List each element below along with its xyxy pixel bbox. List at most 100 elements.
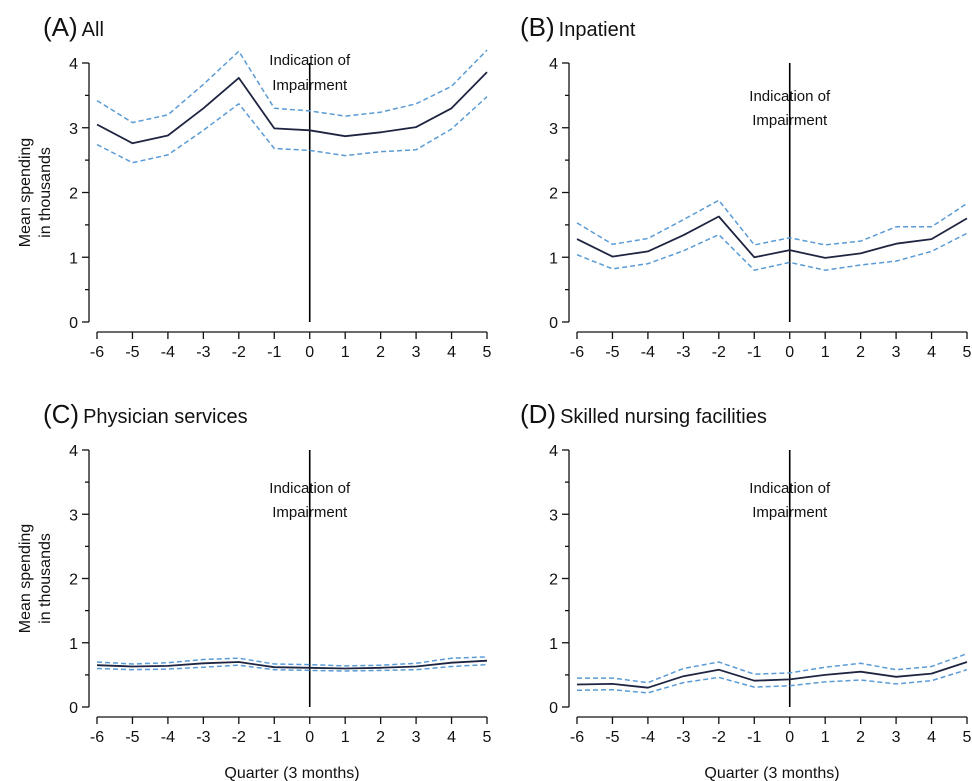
x-tick-label: 4 <box>447 344 456 361</box>
x-tick-label: 3 <box>892 344 901 361</box>
x-tick-label: 2 <box>856 729 865 746</box>
x-tick-label: -4 <box>161 729 175 746</box>
y-tick-label: 1 <box>549 250 558 267</box>
x-tick-label: 4 <box>927 729 936 746</box>
x-tick-label: -5 <box>605 344 619 361</box>
x-tick-label: -6 <box>90 344 104 361</box>
x-tick-label: -1 <box>267 729 281 746</box>
x-tick-label: 5 <box>483 729 492 746</box>
panel-letter: (C) <box>43 399 79 429</box>
y-axis-title: Mean spending in thousands <box>17 524 54 633</box>
x-tick-label: -2 <box>712 344 726 361</box>
y-tick-label: 2 <box>69 572 78 589</box>
x-tick-label: 1 <box>821 729 830 746</box>
y-tick-label: 4 <box>549 56 558 73</box>
panel-title: (A) All <box>43 12 104 42</box>
chart-panel: (D) Skilled nursing facilities 0 1 2 3 4 -6 -5 -4… <box>520 399 972 781</box>
x-tick-label: -6 <box>570 344 584 361</box>
series-lower-line <box>576 232 968 271</box>
y-tick-label: 2 <box>549 572 558 589</box>
x-tick-label: 0 <box>785 344 794 361</box>
panel-name: Inpatient <box>559 19 636 41</box>
x-tick-label: -4 <box>641 729 655 746</box>
x-tick-label: -4 <box>161 344 175 361</box>
series-lower-line <box>96 96 488 164</box>
y-tick-label: 2 <box>549 186 558 203</box>
x-tick-label: 0 <box>305 729 314 746</box>
y-tick-label: 0 <box>69 700 78 717</box>
x-tick-label: 3 <box>892 729 901 746</box>
annotation-line1: Indication of <box>749 480 831 497</box>
x-tick-label: 1 <box>341 729 350 746</box>
y-axis-title: Mean spending in thousands <box>17 138 54 247</box>
x-tick-label: -5 <box>125 729 139 746</box>
series-lower-line <box>96 663 488 672</box>
annotation-line1: Indication of <box>749 88 831 105</box>
series-upper-line <box>96 656 488 667</box>
x-tick-label: -5 <box>125 344 139 361</box>
chart-panel: (C) Physician services 0 1 2 3 4 -6 -5 -4 -3 -2 -1 0 1… <box>17 399 492 781</box>
x-tick-label: 5 <box>963 344 972 361</box>
x-tick-label: -3 <box>196 344 210 361</box>
y-tick-label: 1 <box>549 636 558 653</box>
x-tick-label: -3 <box>676 729 690 746</box>
x-tick-label: -2 <box>232 729 246 746</box>
x-tick-label: -1 <box>747 344 761 361</box>
y-axis-title-line1: Mean spending <box>17 524 34 633</box>
series-mean-line <box>576 215 968 259</box>
series-upper-line <box>577 652 968 684</box>
x-tick-label: 2 <box>376 344 385 361</box>
y-tick-label: 4 <box>69 56 78 73</box>
x-tick-label: 0 <box>305 344 314 361</box>
y-tick-label: 3 <box>69 507 78 524</box>
x-tick-label: 3 <box>412 729 421 746</box>
x-tick-label: -3 <box>196 729 210 746</box>
x-tick-label: -1 <box>747 729 761 746</box>
x-tick-label: -3 <box>676 344 690 361</box>
annotation-line1: Indication of <box>269 52 351 69</box>
y-axis-title-line2: in thousands <box>37 147 54 238</box>
y-tick-label: 4 <box>69 443 78 460</box>
panel-letter: (A) <box>43 12 78 42</box>
annotation-line2: Impairment <box>272 77 348 94</box>
panel-name: Physician services <box>83 406 248 428</box>
series-mean-line <box>576 661 968 689</box>
y-tick-label: 3 <box>69 121 78 138</box>
y-tick-label: 1 <box>69 636 78 653</box>
x-tick-label: -6 <box>570 729 584 746</box>
y-tick-label: 1 <box>69 250 78 267</box>
x-tick-label: 1 <box>821 344 830 361</box>
y-tick-label: 4 <box>549 443 558 460</box>
x-axis-title: Quarter (3 months) <box>704 765 839 781</box>
x-tick-label: 2 <box>856 344 865 361</box>
x-tick-label: -5 <box>605 729 619 746</box>
x-tick-label: -2 <box>232 344 246 361</box>
y-tick-label: 3 <box>549 121 558 138</box>
y-tick-label: 2 <box>69 186 78 203</box>
x-axis-title: Quarter (3 months) <box>224 765 359 781</box>
series-mean-line <box>96 71 488 145</box>
annotation-line2: Impairment <box>752 112 828 129</box>
chart-panel: (B) Inpatient 0 1 2 3 4 -6 -5 -4 -3 -2 -1 0 1 2 3 4 5 Indic… <box>520 12 972 361</box>
series-mean-line <box>96 659 488 670</box>
x-tick-label: -4 <box>641 344 655 361</box>
x-tick-label: -1 <box>267 344 281 361</box>
panel-title: (C) Physician services <box>43 399 248 429</box>
x-tick-label: 3 <box>412 344 421 361</box>
chart-panel: (A) All 0 1 2 3 4 -6 -5 -4 -3 -2 -1 0 1 2 3 4 5 Indication … <box>17 12 492 361</box>
annotation-line1: Indication of <box>269 480 351 497</box>
y-tick-label: 3 <box>549 507 558 524</box>
x-tick-label: -2 <box>712 729 726 746</box>
x-tick-label: 5 <box>963 729 972 746</box>
x-tick-label: 5 <box>483 344 492 361</box>
x-tick-label: 2 <box>376 729 385 746</box>
y-tick-label: 0 <box>549 700 558 717</box>
panel-letter: (D) <box>520 399 556 429</box>
series-lower-line <box>576 668 968 694</box>
panel-name: All <box>82 19 104 41</box>
x-tick-label: -6 <box>90 729 104 746</box>
series-upper-line <box>576 199 968 246</box>
panel-title: (D) Skilled nursing facilities <box>520 399 767 429</box>
y-tick-label: 0 <box>549 315 558 332</box>
panel-title: (B) Inpatient <box>520 12 636 42</box>
